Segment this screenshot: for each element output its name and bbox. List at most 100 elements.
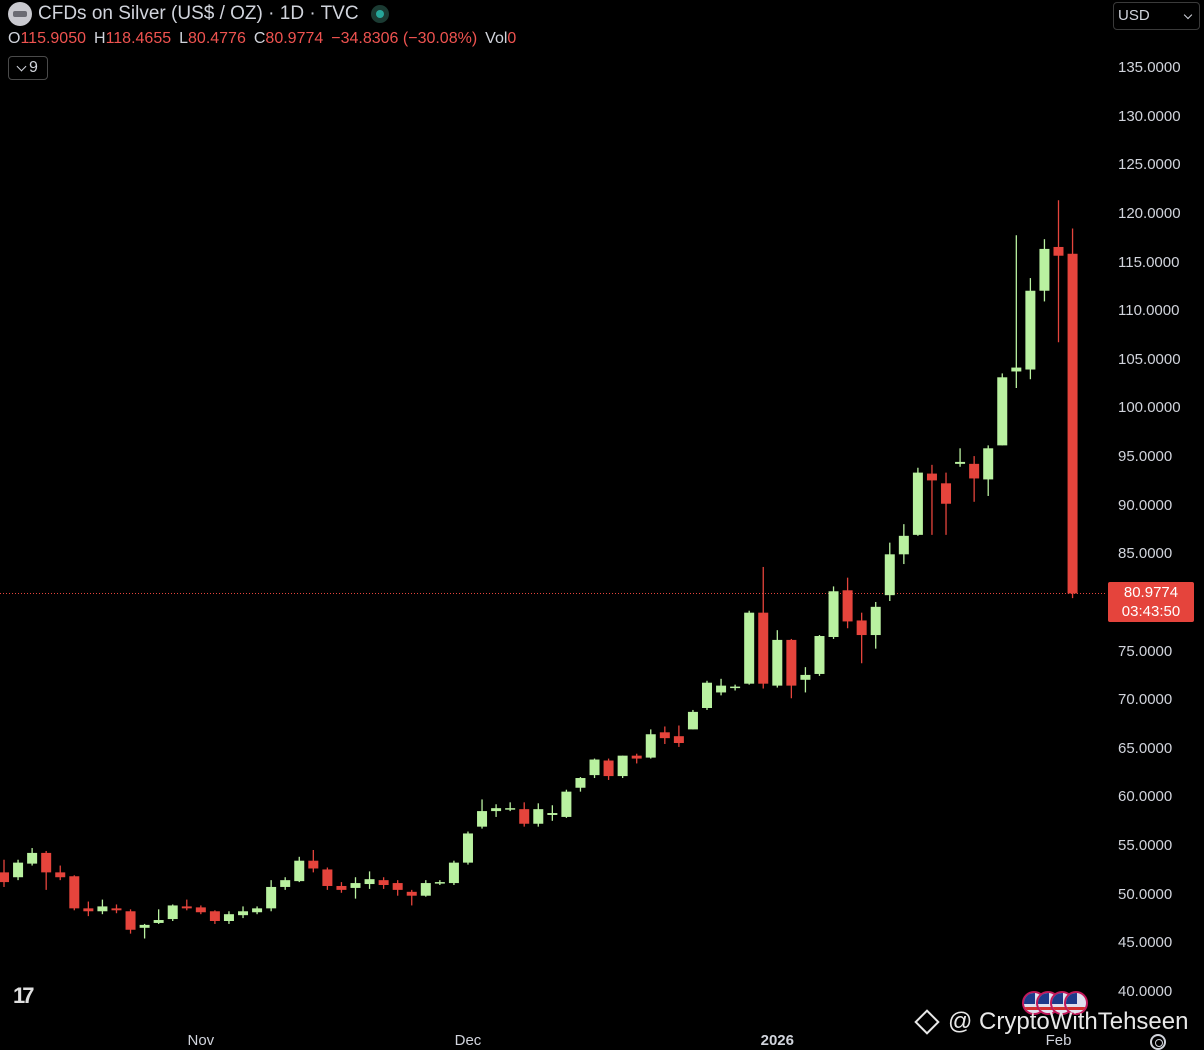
candle[interactable] [997, 373, 1008, 446]
candle[interactable] [730, 684, 741, 691]
candle[interactable] [926, 464, 937, 535]
candle[interactable] [1039, 239, 1050, 302]
candle[interactable] [13, 859, 24, 881]
candle[interactable] [223, 911, 234, 924]
candle[interactable] [491, 804, 502, 817]
candle[interactable] [167, 904, 178, 921]
candle[interactable] [547, 805, 558, 821]
candle[interactable] [673, 725, 684, 747]
candle[interactable] [828, 586, 839, 639]
candle[interactable] [786, 638, 797, 699]
candle[interactable] [41, 850, 52, 890]
event-flags[interactable] [1022, 991, 1092, 1017]
candle[interactable] [561, 789, 572, 818]
candle[interactable] [252, 906, 263, 915]
candle[interactable] [266, 880, 277, 912]
candle[interactable] [69, 875, 80, 911]
candle[interactable] [477, 799, 488, 829]
candle[interactable] [533, 803, 544, 827]
candle-body [828, 591, 839, 637]
candle[interactable] [884, 542, 895, 602]
candle[interactable] [55, 865, 66, 881]
candle[interactable] [0, 859, 9, 887]
price-tick-label: 120.0000 [1118, 204, 1181, 222]
candle-body [434, 882, 445, 884]
candle[interactable] [406, 889, 417, 906]
candle[interactable] [941, 472, 952, 535]
candle-body [0, 872, 9, 883]
candle[interactable] [842, 577, 853, 629]
candle[interactable] [125, 909, 136, 934]
candle-body [153, 920, 164, 923]
chart-header[interactable]: CFDs on Silver (US$ / OZ) · 1D · TVC [8, 2, 389, 26]
candle[interactable] [758, 566, 769, 689]
candle[interactable] [617, 755, 628, 779]
candle[interactable] [139, 923, 150, 939]
candle[interactable] [716, 678, 727, 696]
candle[interactable] [83, 901, 94, 917]
candle[interactable] [308, 849, 319, 873]
candle[interactable] [702, 680, 712, 710]
candle[interactable] [687, 709, 698, 730]
candle[interactable] [575, 777, 586, 792]
candle[interactable] [1053, 200, 1064, 343]
candle[interactable] [912, 467, 923, 536]
candle[interactable] [294, 856, 305, 883]
currency-select[interactable]: USD [1113, 2, 1200, 30]
candle[interactable] [1011, 235, 1022, 388]
tradingview-logo[interactable]: 17 [13, 983, 35, 1008]
indicators-toggle-button[interactable]: 9 [8, 56, 48, 80]
candle[interactable] [448, 860, 459, 886]
candle[interactable] [645, 729, 656, 759]
candle[interactable] [153, 909, 164, 924]
candle[interactable] [336, 882, 347, 893]
candle[interactable] [744, 610, 755, 685]
candle[interactable] [800, 667, 811, 693]
candle[interactable] [589, 758, 600, 779]
candle[interactable] [280, 877, 291, 890]
candle[interactable] [209, 910, 220, 924]
last-price-value: 80.9774 [1123, 584, 1179, 601]
candle-body [631, 755, 642, 759]
candle[interactable] [392, 880, 403, 896]
candle[interactable] [519, 802, 530, 827]
candle[interactable] [603, 758, 614, 780]
chevron-down-icon [16, 61, 27, 71]
candle[interactable] [378, 877, 389, 889]
candle[interactable] [97, 899, 108, 915]
candle[interactable] [772, 630, 783, 688]
candle[interactable] [505, 802, 516, 812]
candle[interactable] [434, 880, 445, 886]
settings-gear-icon[interactable] [1150, 1034, 1166, 1050]
candle-body [308, 860, 319, 869]
candle[interactable] [238, 906, 249, 919]
price-tick-label: 125.0000 [1118, 156, 1181, 174]
candle[interactable] [870, 601, 881, 649]
candle[interactable] [420, 880, 431, 897]
candle[interactable] [1067, 228, 1078, 599]
candle[interactable] [856, 612, 867, 664]
candle[interactable] [1025, 278, 1036, 380]
candle[interactable] [983, 445, 994, 496]
candle[interactable] [111, 904, 122, 914]
candle[interactable] [898, 524, 909, 565]
candle[interactable] [631, 753, 642, 764]
candle[interactable] [955, 448, 966, 467]
candle-body [1053, 246, 1064, 256]
candle[interactable] [195, 905, 206, 915]
candle[interactable] [181, 899, 192, 911]
candle[interactable] [462, 831, 473, 865]
candle[interactable] [659, 726, 670, 744]
candle[interactable] [322, 867, 333, 890]
candle[interactable] [814, 635, 825, 676]
candle-body [1025, 290, 1036, 370]
candle[interactable] [27, 848, 38, 866]
candle[interactable] [969, 456, 980, 502]
symbol-title[interactable]: CFDs on Silver (US$ / OZ) · 1D · TVC [38, 3, 359, 24]
candle[interactable] [364, 871, 375, 889]
candle[interactable] [350, 877, 361, 899]
market-status-icon[interactable] [370, 5, 389, 23]
us-flag-icon[interactable] [1064, 991, 1088, 1015]
candle-body [758, 612, 769, 684]
